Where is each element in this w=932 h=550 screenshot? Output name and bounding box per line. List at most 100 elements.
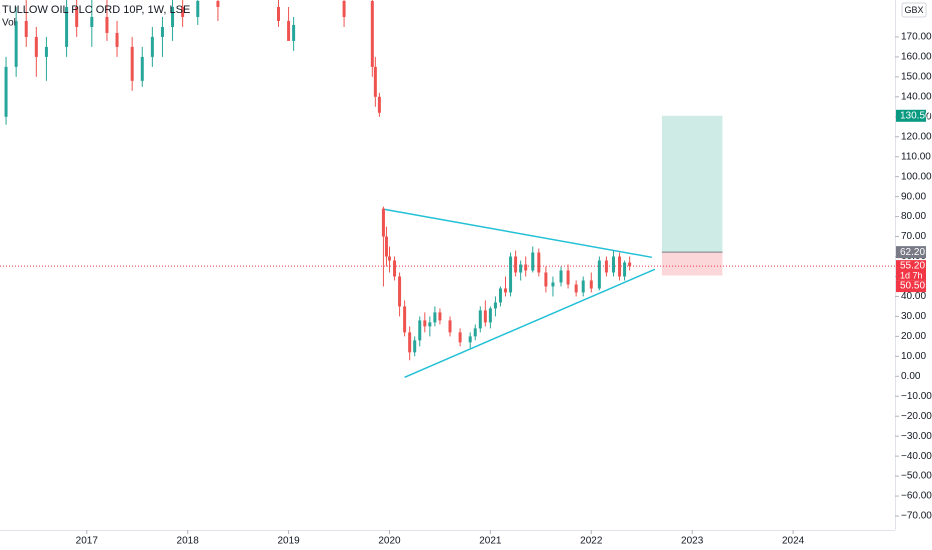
candle-body bbox=[423, 320, 427, 327]
candle-body bbox=[287, 20, 291, 41]
stop-label-box bbox=[896, 280, 926, 293]
candle-body bbox=[140, 56, 144, 81]
candle-body bbox=[292, 24, 296, 41]
last-price-label: 55.20 bbox=[900, 261, 925, 272]
candle-body bbox=[105, 16, 109, 33]
candle-body bbox=[373, 66, 377, 97]
candle-body bbox=[216, 0, 220, 7]
candle-body bbox=[498, 288, 502, 303]
y-tick-label: 110.00 bbox=[901, 151, 931, 162]
entry-label: 62.20 bbox=[900, 247, 925, 258]
countdown: 1d 7h bbox=[900, 270, 923, 280]
y-tick-label: 170.00 bbox=[901, 32, 932, 43]
y-tick-label: 150.00 bbox=[901, 71, 932, 82]
candle-body bbox=[398, 276, 402, 307]
candle-body bbox=[559, 270, 563, 283]
candle-body bbox=[531, 252, 535, 271]
x-tick-label: 2024 bbox=[782, 536, 805, 547]
candle-body bbox=[418, 320, 422, 341]
y-tick-label: 40.00 bbox=[901, 291, 926, 302]
candle-body bbox=[130, 46, 134, 81]
candle-body bbox=[473, 328, 477, 337]
last-price-label-box bbox=[896, 260, 926, 281]
y-tick-label: −70.00 bbox=[901, 511, 932, 522]
x-tick-label: 2023 bbox=[681, 536, 704, 547]
candle-body bbox=[478, 310, 482, 329]
candle-body bbox=[514, 256, 518, 273]
candle-body bbox=[509, 256, 513, 293]
candle-body bbox=[468, 336, 472, 343]
candle-body bbox=[524, 264, 528, 271]
candle-body bbox=[150, 36, 154, 57]
stop-label: 50.50 bbox=[900, 281, 925, 292]
candle-body bbox=[551, 282, 555, 287]
target-label: 130.50 bbox=[900, 110, 931, 121]
candle-body bbox=[438, 312, 442, 321]
candle-body bbox=[566, 270, 570, 285]
y-tick-label: 20.00 bbox=[901, 331, 926, 342]
x-tick-label: 2021 bbox=[479, 536, 502, 547]
candle-body bbox=[276, 6, 280, 21]
currency[interactable]: GBX bbox=[904, 5, 923, 15]
y-tick-label: 90.00 bbox=[901, 191, 926, 202]
chart-title: TULLOW OIL PLC ORD 10P, 1W, LSE bbox=[2, 4, 190, 16]
candle-body bbox=[377, 96, 381, 113]
y-tick-label: −30.00 bbox=[901, 431, 932, 442]
y-tick-label: 30.00 bbox=[901, 311, 926, 322]
candle-body bbox=[44, 46, 48, 57]
candle-body bbox=[14, 20, 18, 67]
candle-body bbox=[115, 32, 119, 47]
y-tick-label: 0.00 bbox=[901, 371, 921, 382]
candle-body bbox=[171, 6, 175, 27]
candle-body bbox=[387, 256, 391, 261]
x-tick-label: 2018 bbox=[177, 536, 200, 547]
candle-body bbox=[90, 16, 94, 27]
candle-body bbox=[381, 208, 385, 237]
candle-body bbox=[24, 20, 28, 37]
candle-body bbox=[623, 262, 627, 277]
x-tick-label: 2017 bbox=[76, 536, 99, 547]
y-tick-label: −40.00 bbox=[901, 451, 932, 462]
candle-body bbox=[604, 260, 608, 273]
entry-label-box bbox=[896, 246, 926, 259]
y-tick-label: 10.00 bbox=[901, 351, 926, 362]
y-tick-label: 140.00 bbox=[901, 91, 932, 102]
target-label-box bbox=[896, 109, 926, 122]
candle-body bbox=[589, 280, 593, 289]
candle-body bbox=[458, 332, 462, 343]
y-tick-label: 70.00 bbox=[901, 231, 926, 242]
indicator-label: Vol bbox=[2, 18, 16, 29]
candle-body bbox=[493, 302, 497, 309]
candle-body bbox=[65, 6, 69, 47]
candle-body bbox=[342, 0, 346, 17]
candle-body bbox=[504, 288, 508, 293]
y-tick-label: −20.00 bbox=[901, 411, 932, 422]
candle-body bbox=[488, 308, 492, 323]
y-tick-label: −60.00 bbox=[901, 491, 932, 502]
stop-zone bbox=[661, 252, 723, 276]
candle-body bbox=[403, 306, 407, 333]
candle-body bbox=[519, 264, 523, 273]
candle-body bbox=[370, 0, 374, 67]
candle-body bbox=[628, 262, 632, 267]
candle-body bbox=[181, 6, 185, 17]
candle-body bbox=[574, 284, 578, 293]
currency-box[interactable] bbox=[901, 2, 927, 18]
candle-body bbox=[433, 312, 437, 323]
candle-body bbox=[4, 66, 8, 117]
x-tick-label: 2022 bbox=[580, 536, 603, 547]
candle-body bbox=[581, 280, 585, 293]
candle-body bbox=[196, 0, 200, 17]
y-tick-label: 160.00 bbox=[901, 52, 932, 63]
candle-body bbox=[428, 322, 432, 327]
x-tick-label: 2019 bbox=[277, 536, 300, 547]
candle-body bbox=[34, 36, 38, 57]
candle-body bbox=[393, 260, 397, 277]
target-zone bbox=[661, 115, 723, 253]
trendline bbox=[404, 268, 656, 378]
plot bbox=[0, 0, 895, 378]
trendline bbox=[383, 208, 652, 259]
candle-body bbox=[618, 256, 622, 277]
